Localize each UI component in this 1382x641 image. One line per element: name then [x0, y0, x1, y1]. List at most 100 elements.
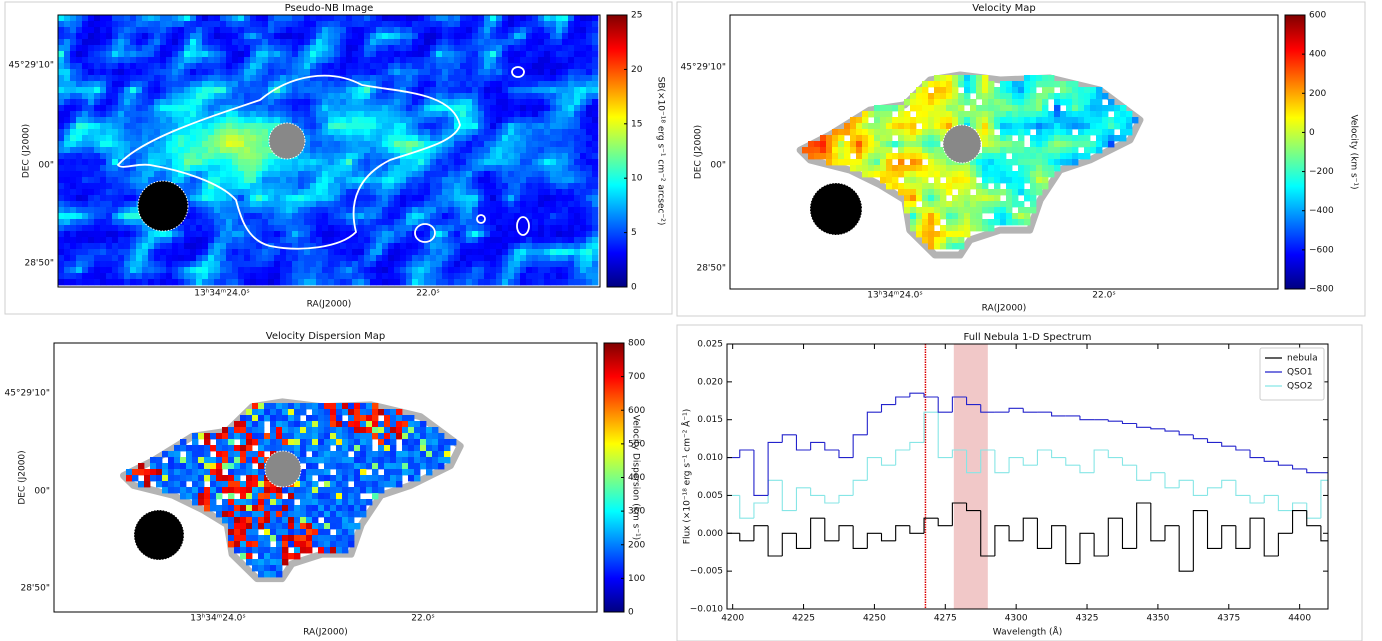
map-pixel — [460, 135, 466, 141]
map-pixel — [178, 249, 184, 255]
map-pixel — [526, 57, 532, 63]
map-pixel — [1036, 153, 1042, 159]
map-pixel — [826, 153, 832, 159]
map-pixel — [430, 279, 436, 285]
map-pixel — [106, 69, 112, 75]
map-pixel — [418, 261, 424, 267]
map-pixel — [406, 261, 412, 267]
map-pixel — [316, 255, 322, 261]
map-pixel — [568, 195, 574, 201]
map-pixel — [922, 237, 928, 243]
map-pixel — [556, 177, 562, 183]
map-pixel — [1024, 219, 1030, 225]
map-pixel — [304, 273, 310, 279]
map-pixel — [292, 249, 298, 255]
map-pixel — [100, 249, 106, 255]
map-pixel — [388, 111, 394, 117]
qso-mask — [943, 125, 981, 163]
map-pixel — [232, 81, 238, 87]
map-pixel — [466, 273, 472, 279]
map-pixel — [538, 159, 544, 165]
map-pixel — [58, 111, 64, 117]
map-pixel — [76, 51, 82, 57]
map-pixel — [520, 129, 526, 135]
map-pixel — [508, 219, 514, 225]
map-pixel — [580, 207, 586, 213]
map-pixel — [562, 183, 568, 189]
map-pixel — [250, 201, 256, 207]
map-pixel — [928, 231, 934, 237]
map-pixel — [348, 403, 354, 409]
map-pixel — [130, 279, 136, 285]
map-pixel — [856, 129, 862, 135]
map-pixel — [478, 57, 484, 63]
map-pixel — [496, 27, 502, 33]
map-pixel — [1018, 219, 1024, 225]
map-pixel — [310, 81, 316, 87]
map-pixel — [412, 111, 418, 117]
map-pixel — [526, 273, 532, 279]
map-pixel — [562, 111, 568, 117]
map-pixel — [424, 123, 430, 129]
map-pixel — [544, 159, 550, 165]
map-pixel — [454, 201, 460, 207]
map-pixel — [538, 171, 544, 177]
map-pixel — [376, 99, 382, 105]
map-pixel — [304, 63, 310, 69]
map-pixel — [430, 123, 436, 129]
map-pixel — [466, 183, 472, 189]
map-pixel — [880, 141, 886, 147]
map-pixel — [532, 231, 538, 237]
map-pixel — [556, 273, 562, 279]
map-pixel — [916, 195, 922, 201]
map-pixel — [514, 147, 520, 153]
map-pixel — [310, 195, 316, 201]
map-pixel — [100, 15, 106, 21]
map-pixel — [814, 141, 820, 147]
map-pixel — [940, 117, 946, 123]
map-pixel — [352, 147, 358, 153]
map-pixel — [406, 75, 412, 81]
map-pixel — [934, 129, 940, 135]
map-pixel — [1030, 117, 1036, 123]
map-pixel — [1114, 111, 1120, 117]
map-pixel — [324, 409, 330, 415]
map-pixel — [382, 63, 388, 69]
map-pixel — [94, 261, 100, 267]
map-pixel — [856, 159, 862, 165]
map-pixel — [910, 105, 916, 111]
map-pixel — [322, 201, 328, 207]
map-pixel — [364, 261, 370, 267]
map-pixel — [130, 183, 136, 189]
map-pixel — [316, 267, 322, 273]
map-pixel — [430, 105, 436, 111]
map-pixel — [556, 159, 562, 165]
map-pixel — [526, 33, 532, 39]
map-pixel — [880, 171, 886, 177]
map-pixel — [1060, 123, 1066, 129]
map-pixel — [1048, 147, 1054, 153]
map-pixel — [94, 273, 100, 279]
map-pixel — [424, 111, 430, 117]
map-pixel — [184, 105, 190, 111]
map-pixel — [952, 231, 958, 237]
map-pixel — [274, 189, 280, 195]
map-pixel — [346, 159, 352, 165]
map-pixel — [364, 147, 370, 153]
map-pixel — [472, 81, 478, 87]
map-pixel — [1108, 117, 1114, 123]
map-pixel — [496, 99, 502, 105]
map-pixel — [988, 117, 994, 123]
map-pixel — [298, 213, 304, 219]
map-pixel — [994, 147, 1000, 153]
psf-circle — [810, 183, 862, 235]
map-pixel — [568, 183, 574, 189]
map-pixel — [520, 243, 526, 249]
map-pixel — [100, 171, 106, 177]
map-pixel — [424, 51, 430, 57]
map-pixel — [250, 111, 256, 117]
map-pixel — [124, 207, 130, 213]
map-pixel — [232, 93, 238, 99]
map-pixel — [166, 255, 172, 261]
map-pixel — [544, 261, 550, 267]
